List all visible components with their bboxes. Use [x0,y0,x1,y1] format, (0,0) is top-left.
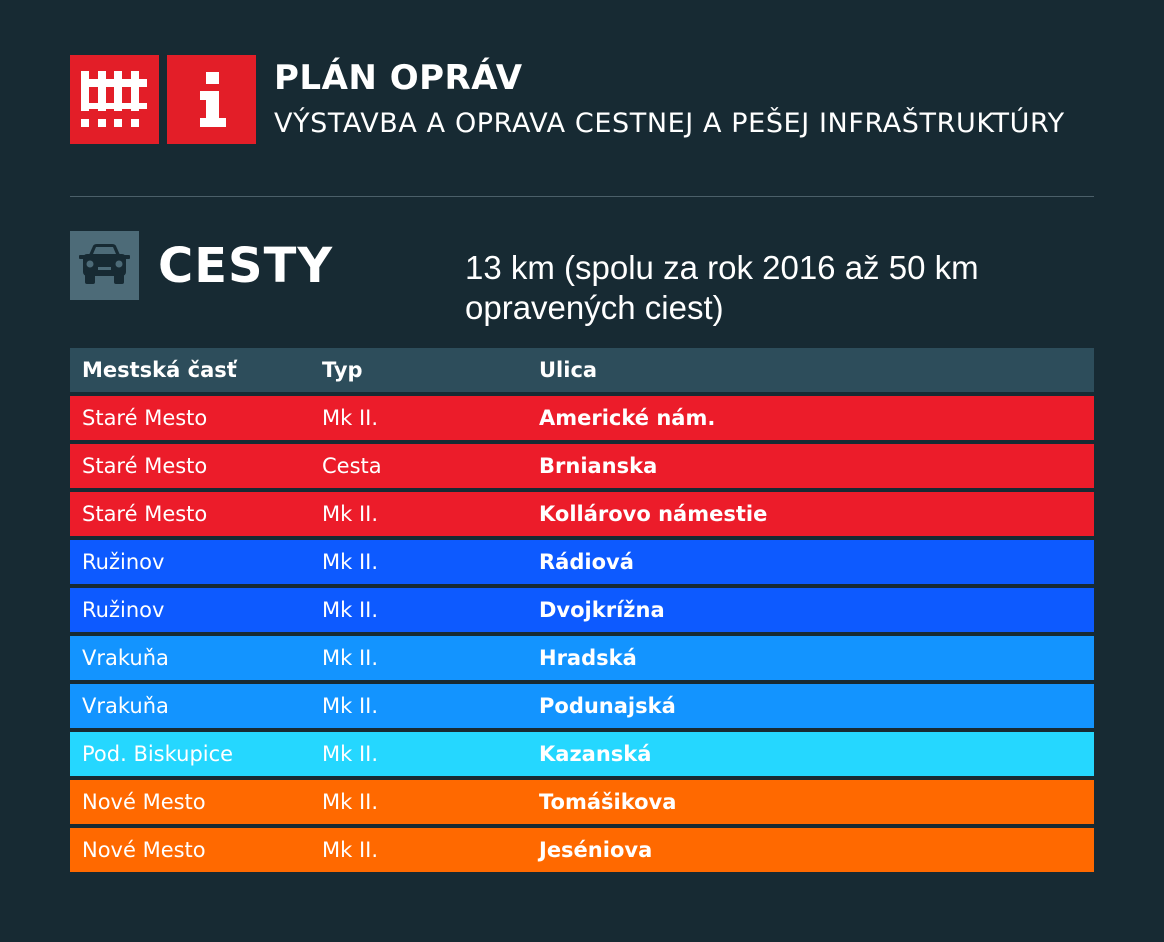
type-cell: Mk II. [322,646,379,670]
district-cell: Nové Mesto [82,838,206,862]
district-cell: Nové Mesto [82,790,206,814]
street-cell: Hradská [539,646,637,670]
district-cell: Ružinov [82,550,165,574]
table-row: Vrakuňa Mk II. Podunajská [70,684,1094,728]
table-row: Pod. Biskupice Mk II. Kazanská [70,732,1094,776]
car-icon [70,231,139,300]
table-row: Staré Mesto Mk II. Kollárovo námestie [70,492,1094,536]
repairs-table: Mestská časť Typ Ulica Staré Mesto Mk II… [70,348,1094,876]
street-cell: Americké nám. [539,406,716,430]
district-cell: Vrakuňa [82,694,169,718]
table-header: Mestská časť Typ Ulica [70,348,1094,392]
district-cell: Pod. Biskupice [82,742,234,766]
street-cell: Kazanská [539,742,652,766]
table-row: Staré Mesto Cesta Brnianska [70,444,1094,488]
street-cell: Podunajská [539,694,676,718]
divider [70,196,1094,197]
street-cell: Dvojkrížna [539,598,665,622]
type-cell: Mk II. [322,790,379,814]
table-row: Ružinov Mk II. Rádiová [70,540,1094,584]
type-cell: Mk II. [322,838,379,862]
type-cell: Mk II. [322,550,379,574]
street-cell: Kollárovo námestie [539,502,768,526]
section-title: CESTY [158,238,334,294]
type-cell: Mk II. [322,694,379,718]
street-cell: Rádiová [539,550,634,574]
table-row: Vrakuňa Mk II. Hradská [70,636,1094,680]
street-cell: Brnianska [539,454,658,478]
table-row: Nové Mesto Mk II. Tomášikova [70,780,1094,824]
district-cell: Ružinov [82,598,165,622]
type-cell: Mk II. [322,742,379,766]
column-header-district: Mestská časť [82,358,237,382]
city-grid-logo [70,55,159,144]
page-subtitle: VÝSTAVBA A OPRAVA CESTNEJ A PEŠEJ INFRAŠ… [274,108,1065,139]
type-cell: Mk II. [322,406,379,430]
section-note: 13 km (spolu za rok 2016 až 50 km oprave… [465,249,979,326]
street-cell: Jeséniova [539,838,653,862]
column-header-type: Typ [322,358,363,382]
table-row: Staré Mesto Mk II. Americké nám. [70,396,1094,440]
district-cell: Staré Mesto [82,502,208,526]
table-row: Ružinov Mk II. Dvojkrížna [70,588,1094,632]
type-cell: Cesta [322,454,382,478]
column-header-street: Ulica [539,358,598,382]
page-title: PLÁN OPRÁV [274,58,523,98]
district-cell: Staré Mesto [82,454,208,478]
street-cell: Tomášikova [539,790,677,814]
type-cell: Mk II. [322,502,379,526]
table-row: Nové Mesto Mk II. Jeséniova [70,828,1094,872]
district-cell: Staré Mesto [82,406,208,430]
info-icon [167,55,256,144]
type-cell: Mk II. [322,598,379,622]
district-cell: Vrakuňa [82,646,169,670]
